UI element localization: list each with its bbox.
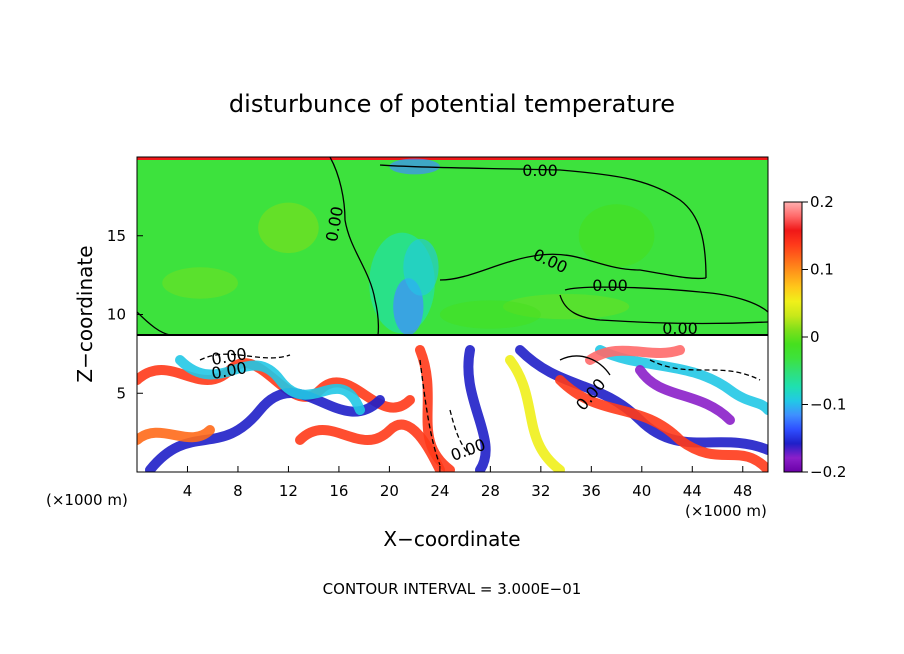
contour-line <box>329 157 380 336</box>
field-patch <box>162 267 238 299</box>
x-unit-left: (×1000 m) <box>46 491 128 509</box>
contour-line <box>419 359 441 466</box>
x-tick-label: 8 <box>233 482 243 500</box>
contour-line <box>559 355 611 376</box>
x-axis-label: X−coordinate <box>383 527 520 551</box>
colorbar-tick-label: 0.2 <box>810 193 834 211</box>
contour-interval-footer: CONTOUR INTERVAL = 3.000E−01 <box>323 580 582 598</box>
field-patch <box>578 204 655 268</box>
colorbar-tick-label: −0.2 <box>810 463 846 481</box>
y-axis-ticks: 5 10 15 <box>107 227 143 402</box>
contour-line <box>649 359 761 381</box>
x-axis-ticks: 4 8 12 16 20 24 28 32 36 40 44 48 <box>183 466 752 500</box>
field-patch <box>403 238 439 296</box>
colorbar-ticks: 0.2 0.1 0 −0.1 −0.2 <box>802 193 846 481</box>
swirl-band <box>463 345 491 472</box>
contour-label: 0.00 <box>592 276 628 295</box>
colorbar-tick-label: 0 <box>810 328 820 346</box>
swirl-band <box>555 375 768 472</box>
contour-label: 0.00 <box>522 161 558 180</box>
contour-line <box>199 353 291 361</box>
x-tick-label: 48 <box>733 482 752 500</box>
y-tick-label: 10 <box>107 306 126 324</box>
contour-line <box>559 294 768 325</box>
x-tick-label: 32 <box>531 482 550 500</box>
swirl-band <box>295 419 445 472</box>
top-boundary-strip <box>137 157 768 160</box>
x-tick-label: 28 <box>481 482 500 500</box>
swirl-band <box>137 425 215 445</box>
x-tick-label: 4 <box>183 482 193 500</box>
swirl-band <box>585 345 685 365</box>
x-tick-label: 12 <box>279 482 298 500</box>
turbulent-swirls <box>137 345 768 472</box>
swirl-band <box>175 355 365 415</box>
contour-line <box>439 253 707 281</box>
swirl-band <box>595 345 768 415</box>
y-axis-label: Z−coordinate <box>73 245 97 382</box>
swirl-band <box>505 355 565 472</box>
x-tick-label: 40 <box>632 482 651 500</box>
x-tick-label: 24 <box>430 482 449 500</box>
y-tick-label: 15 <box>107 227 126 245</box>
x-unit-right: (×1000 m) <box>685 502 767 520</box>
swirl-band <box>145 388 385 472</box>
colorbar <box>783 201 803 473</box>
swirl-band <box>635 365 735 425</box>
x-tick-label: 36 <box>582 482 601 500</box>
field-patch <box>258 202 319 254</box>
x-tick-label: 16 <box>329 482 348 500</box>
contour-line <box>379 164 707 279</box>
contour-label: 0.00 <box>662 319 698 338</box>
contour-line <box>449 409 471 456</box>
contour-line <box>564 286 768 313</box>
field-patch <box>439 300 541 329</box>
chart-title: disturbunce of potential temperature <box>229 90 675 118</box>
contour-lines <box>137 157 768 466</box>
plot-area <box>137 157 768 472</box>
colorbar-tick-label: −0.1 <box>810 396 846 414</box>
y-tick-label: 5 <box>116 384 126 402</box>
x-tick-label: 44 <box>683 482 702 500</box>
colorbar-tick-label: 0.1 <box>810 261 834 279</box>
x-tick-label: 20 <box>380 482 399 500</box>
